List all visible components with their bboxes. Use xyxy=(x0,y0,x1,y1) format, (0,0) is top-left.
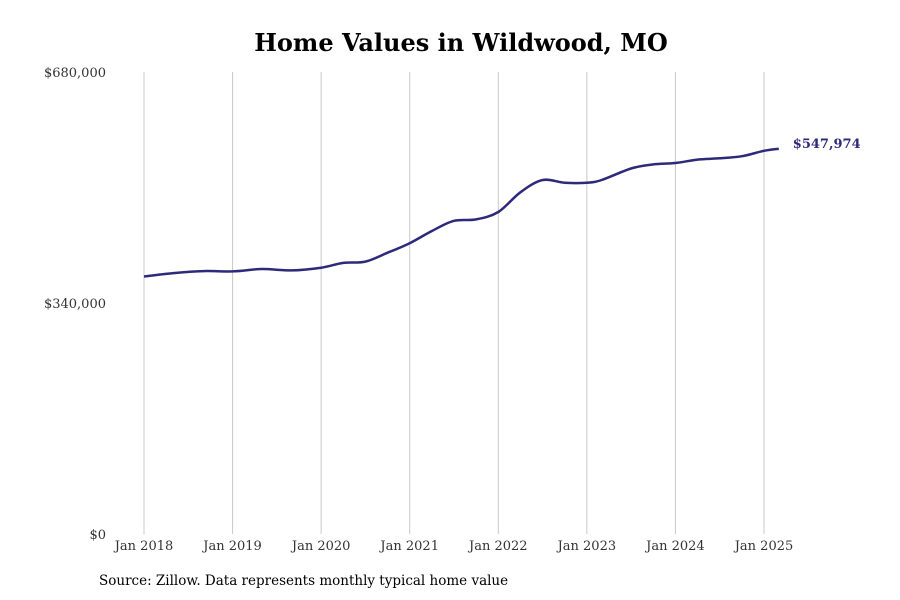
x-tick-label: Jan 2019 xyxy=(201,539,262,554)
gridlines xyxy=(143,72,765,534)
series-line-home-value xyxy=(143,147,779,278)
y-axis-ticks: $680,000 $340,000 $0 xyxy=(44,66,106,543)
x-tick-label: Jan 2025 xyxy=(733,539,794,554)
x-tick-label: Jan 2024 xyxy=(644,539,705,554)
y-tick-label: $680,000 xyxy=(44,66,106,81)
x-tick-label: Jan 2018 xyxy=(113,539,174,554)
x-axis-ticks: Jan 2018 Jan 2019 Jan 2020 Jan 2021 Jan 2022… xyxy=(113,539,794,554)
chart-title: Home Values in Wildwood, MO xyxy=(254,28,668,57)
y-tick-label: $340,000 xyxy=(44,297,106,312)
y-tick-label: $0 xyxy=(89,528,106,543)
x-tick-label: Jan 2022 xyxy=(467,539,528,554)
x-tick-label: Jan 2023 xyxy=(556,539,617,554)
source-note: Source: Zillow. Data represents monthly … xyxy=(99,573,509,589)
x-tick-label: Jan 2021 xyxy=(378,539,439,554)
x-tick-label: Jan 2020 xyxy=(290,539,351,554)
end-value-label: $547,974 xyxy=(793,137,861,152)
